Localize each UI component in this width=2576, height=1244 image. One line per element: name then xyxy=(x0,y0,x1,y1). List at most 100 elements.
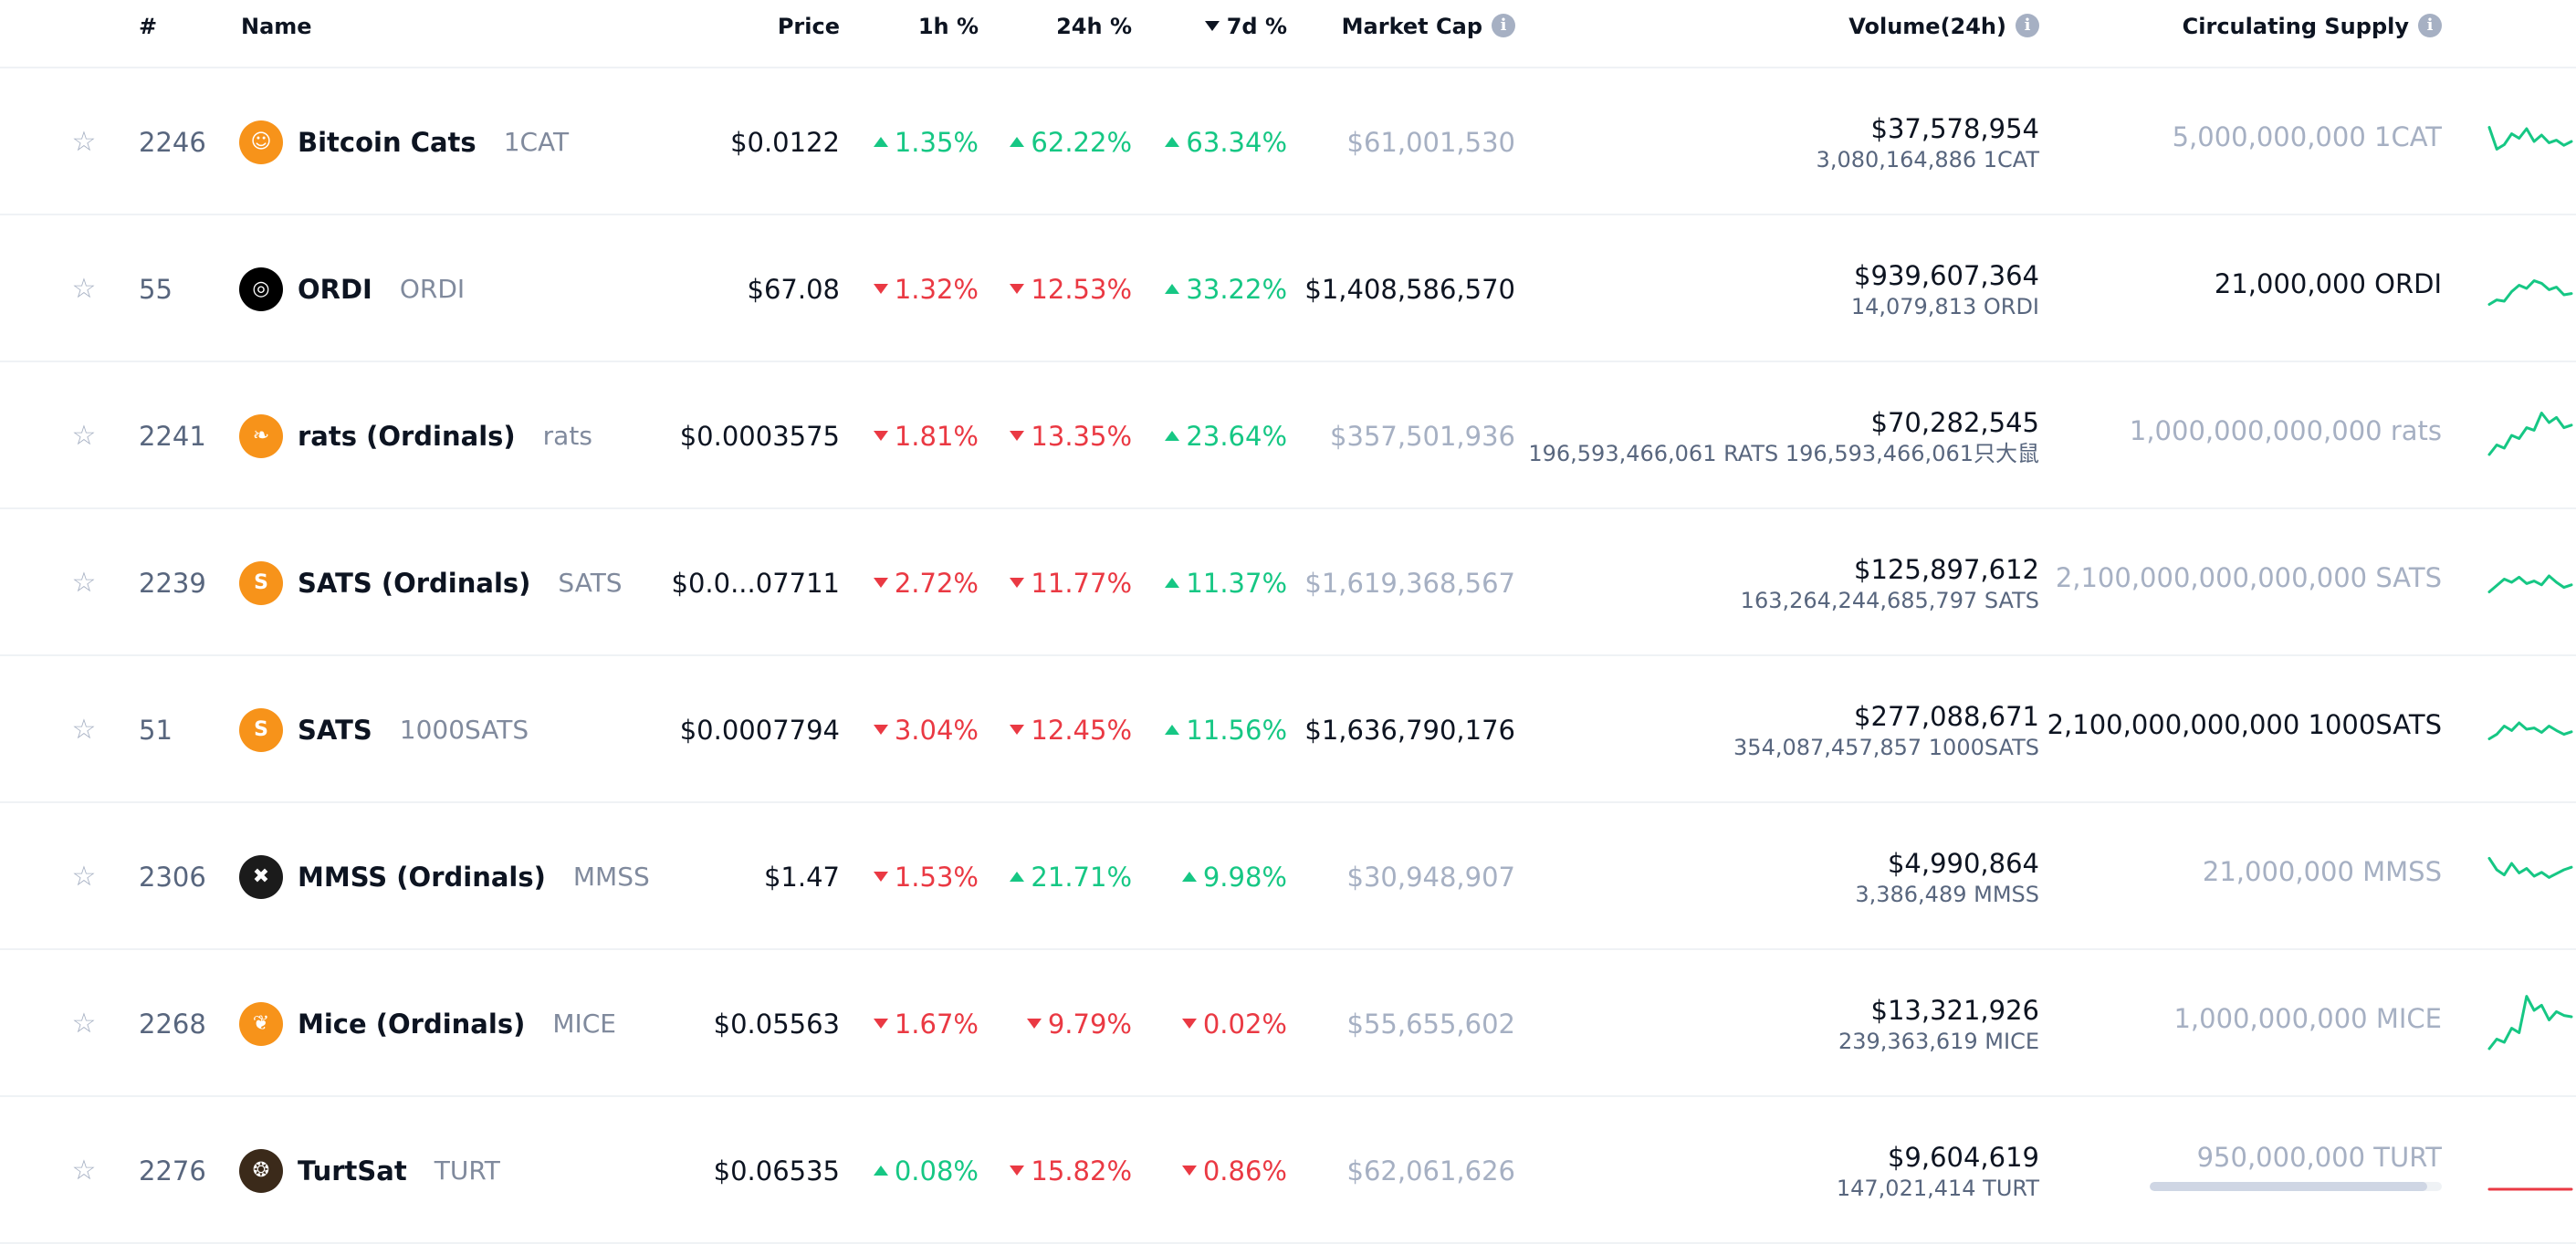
change-1h: 1.67% xyxy=(822,950,979,1097)
sparkline-7d[interactable] xyxy=(2485,362,2576,509)
caret-down-icon xyxy=(1026,1019,1042,1029)
header-1h[interactable]: 1h % xyxy=(822,0,979,53)
caret-down-icon xyxy=(1181,1166,1197,1176)
volume-24h: $125,897,612 163,264,244,685,797 SATS xyxy=(1524,509,2039,656)
change-1h-value: 3.04% xyxy=(894,714,979,746)
volume-24h: $9,604,619 147,021,414 TURT xyxy=(1524,1097,2039,1244)
info-icon[interactable]: i xyxy=(1492,14,1515,37)
header-market-cap-label: Market Cap xyxy=(1341,14,1482,39)
volume-coin: 239,363,619 MICE xyxy=(1838,1028,2039,1054)
sparkline-7d[interactable] xyxy=(2485,950,2576,1097)
coin-name-link[interactable]: S SATS 1000SATS xyxy=(239,656,529,803)
supply-value: 2,100,000,000,000 1000SATS xyxy=(2047,708,2442,740)
supply-value: 1,000,000,000,000 rats xyxy=(2129,414,2442,446)
supply-value: 5,000,000,000 1CAT xyxy=(2172,120,2442,152)
volume-usd: $4,990,864 xyxy=(1887,847,2039,879)
coin-name-link[interactable]: ☺ Bitcoin Cats 1CAT xyxy=(239,68,569,215)
header-name[interactable]: Name xyxy=(241,0,312,53)
caret-down-icon xyxy=(873,431,888,441)
header-market-cap[interactable]: Market Cap i xyxy=(1296,0,1515,53)
price: $0.06535 xyxy=(713,1155,840,1187)
circulating-supply: 2,100,000,000,000,000 SATS xyxy=(2045,509,2442,656)
sats-coin-icon: S xyxy=(239,707,283,752)
coin-name-link[interactable]: ❂ TurtSat TURT xyxy=(239,1097,500,1244)
star-outline-icon[interactable]: ☆ xyxy=(71,714,97,746)
table-row[interactable]: ☆ 2268 ❦ Mice (Ordinals) MICE $0.05563 1.67% 9.… xyxy=(0,950,2576,1097)
coin-name-link[interactable]: ✖ MMSS (Ordinals) MMSS xyxy=(239,803,650,950)
header-7d-label: 7d % xyxy=(1226,14,1287,39)
header-rank[interactable]: # xyxy=(139,0,157,53)
volume-usd: $13,321,926 xyxy=(1870,994,2040,1026)
table-row[interactable]: ☆ 2246 ☺ Bitcoin Cats 1CAT $0.0122 1.35% 62.22%… xyxy=(0,68,2576,215)
coin-name-link[interactable]: S SATS (Ordinals) SATS xyxy=(239,509,623,656)
star-outline-icon[interactable]: ☆ xyxy=(71,126,97,158)
ordi-logo-icon: ◎ xyxy=(239,267,283,311)
coin-name-link[interactable]: ❧ rats (Ordinals) rats xyxy=(239,362,592,509)
turtle-icon: ❂ xyxy=(239,1148,283,1193)
price: $0.05563 xyxy=(713,1008,840,1040)
info-icon[interactable]: i xyxy=(2016,14,2039,37)
rank: 2239 xyxy=(139,567,206,599)
sats-coin-icon: S xyxy=(239,560,283,605)
coin-name: rats (Ordinals) xyxy=(298,420,516,452)
volume-24h: $13,321,926 239,363,619 MICE xyxy=(1524,950,2039,1097)
sparkline-7d[interactable] xyxy=(2485,803,2576,950)
supply-progress-fill xyxy=(2150,1181,2427,1191)
star-outline-icon[interactable]: ☆ xyxy=(71,1155,97,1187)
star-outline-icon[interactable]: ☆ xyxy=(71,861,97,893)
supply-value: 21,000,000 ORDI xyxy=(2214,267,2442,299)
change-1h: 1.32% xyxy=(822,215,979,362)
header-volume[interactable]: Volume(24h) i xyxy=(1734,0,2039,53)
caret-down-icon xyxy=(873,1019,888,1029)
header-24h-label: 24h % xyxy=(1056,14,1132,39)
sparkline-7d[interactable] xyxy=(2485,215,2576,362)
sparkline-7d[interactable] xyxy=(2485,656,2576,803)
table-row[interactable]: ☆ 2241 ❧ rats (Ordinals) rats $0.0003575 1.81%… xyxy=(0,362,2576,509)
coin-name-link[interactable]: ❦ Mice (Ordinals) MICE xyxy=(239,950,616,1097)
table-row[interactable]: ☆ 51 S SATS 1000SATS $0.0007794 3.04% 12.45% 11.… xyxy=(0,656,2576,803)
coin-name: Mice (Ordinals) xyxy=(298,1008,526,1040)
table-row[interactable]: ☆ 2276 ❂ TurtSat TURT $0.06535 0.08% 15.82% 0.86… xyxy=(0,1097,2576,1244)
caret-up-icon xyxy=(1010,872,1025,882)
coin-name: Bitcoin Cats xyxy=(298,126,476,158)
info-icon[interactable]: i xyxy=(2418,14,2442,37)
volume-24h: $4,990,864 3,386,489 MMSS xyxy=(1524,803,2039,950)
change-24h: 12.53% xyxy=(986,215,1132,362)
change-24h-value: 21.71% xyxy=(1031,861,1132,893)
star-outline-icon[interactable]: ☆ xyxy=(71,420,97,452)
header-price[interactable]: Price xyxy=(639,0,840,53)
sparkline-path xyxy=(2487,279,2573,306)
change-7d-value: 33.22% xyxy=(1186,273,1287,305)
table-row[interactable]: ☆ 2239 S SATS (Ordinals) SATS $0.0...07711 2.7… xyxy=(0,509,2576,656)
sparkline-7d[interactable] xyxy=(2485,509,2576,656)
coin-name-link[interactable]: ◎ ORDI ORDI xyxy=(239,215,465,362)
sparkline-path xyxy=(2487,126,2573,151)
price: $0.0122 xyxy=(730,126,840,158)
header-supply[interactable]: Circulating Supply i xyxy=(2100,0,2442,53)
caret-down-icon xyxy=(1010,431,1025,441)
supply-value: 1,000,000,000 MICE xyxy=(2173,1002,2442,1034)
star-outline-icon[interactable]: ☆ xyxy=(71,1008,97,1040)
sparkline-7d[interactable] xyxy=(2485,68,2576,215)
star-outline-icon[interactable]: ☆ xyxy=(71,273,97,305)
rank: 2246 xyxy=(139,126,206,158)
change-1h-value: 1.35% xyxy=(894,126,979,158)
change-24h-value: 15.82% xyxy=(1031,1155,1132,1187)
caret-down-icon xyxy=(1010,725,1025,735)
sparkline-7d[interactable] xyxy=(2485,1097,2576,1244)
star-outline-icon[interactable]: ☆ xyxy=(71,567,97,599)
caret-down-icon xyxy=(1181,1019,1197,1029)
rank: 55 xyxy=(139,273,173,305)
change-7d-value: 23.64% xyxy=(1186,420,1287,452)
volume-usd: $37,578,954 xyxy=(1870,112,2040,144)
table-row[interactable]: ☆ 2306 ✖ MMSS (Ordinals) MMSS $1.47 1.53% 21.71… xyxy=(0,803,2576,950)
change-24h: 21.71% xyxy=(986,803,1132,950)
header-24h[interactable]: 24h % xyxy=(986,0,1132,53)
header-supply-label: Circulating Supply xyxy=(2182,14,2409,39)
market-cap: $1,619,368,567 xyxy=(1304,567,1515,599)
header-7d[interactable]: 7d % xyxy=(1141,0,1287,53)
caret-up-icon xyxy=(1181,872,1197,882)
table-row[interactable]: ☆ 55 ◎ ORDI ORDI $67.08 1.32% 12.53% 33.22% $1,40… xyxy=(0,215,2576,362)
coin-name: TurtSat xyxy=(298,1155,407,1187)
coin-name: ORDI xyxy=(298,273,372,305)
